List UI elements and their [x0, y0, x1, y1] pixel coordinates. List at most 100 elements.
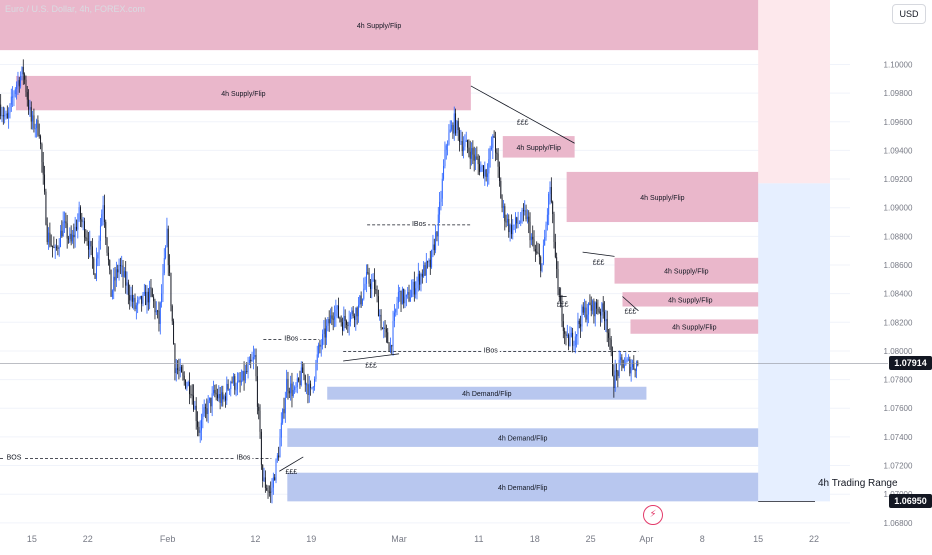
candle-body	[155, 310, 157, 313]
candle-body	[625, 360, 627, 366]
candle-body	[173, 321, 175, 345]
candle-body	[633, 362, 635, 369]
candle-body	[93, 258, 95, 275]
currency-button[interactable]: USD	[892, 4, 926, 24]
candle-body	[288, 390, 290, 394]
candle-body	[228, 389, 230, 391]
candle-body	[226, 383, 228, 401]
x-tick-label: 19	[306, 534, 316, 544]
candle-body	[505, 221, 507, 223]
lightning-icon[interactable]: ⚡	[643, 505, 663, 525]
candle-body	[105, 222, 107, 239]
candle-body	[369, 283, 371, 289]
candle-body	[383, 327, 385, 329]
candle-body	[224, 396, 226, 401]
candle-body	[315, 362, 317, 379]
candle-body	[411, 290, 413, 298]
candle-body	[546, 214, 548, 225]
candle-body	[186, 385, 188, 389]
candle-body	[121, 265, 123, 267]
candle-body	[202, 413, 204, 420]
candle-body	[154, 301, 156, 313]
candle-body	[22, 66, 24, 75]
candle-body	[399, 290, 401, 293]
candle-body	[218, 394, 220, 399]
liquidity-label: £££	[517, 120, 529, 127]
candle-body	[416, 281, 418, 289]
candle-body	[552, 201, 554, 215]
candle-body	[323, 328, 325, 335]
demand-zone-label: 4h Demand/Flip	[498, 436, 548, 443]
candle-body	[594, 302, 596, 317]
candle-body	[20, 76, 22, 87]
candle-body	[159, 302, 161, 324]
candle-body	[368, 272, 370, 284]
supply-zone	[614, 257, 759, 284]
candle-body	[137, 300, 139, 306]
candle-body	[211, 393, 213, 407]
candle-body	[236, 381, 238, 390]
candle-body	[389, 345, 391, 351]
candle-body	[292, 389, 294, 396]
candle-body	[620, 357, 621, 360]
candle-body	[26, 92, 28, 100]
candle-body	[509, 224, 511, 233]
candle-body	[473, 154, 475, 161]
candle-body	[199, 430, 201, 433]
candle-body	[596, 302, 598, 309]
candle-body	[381, 328, 383, 330]
candle-body	[632, 362, 633, 367]
candle-body	[562, 321, 564, 332]
candle-body	[310, 383, 312, 389]
candle-body	[472, 148, 474, 155]
candle-body	[302, 367, 304, 373]
candle-body	[99, 225, 101, 241]
candle-body	[167, 228, 169, 266]
candle-body	[307, 384, 309, 395]
candle-body	[421, 273, 423, 277]
candle-body	[262, 464, 264, 482]
candle-body	[530, 236, 532, 241]
supply-zone-label: 4h Supply/Flip	[640, 195, 684, 202]
candle-body	[618, 359, 620, 377]
candle-body	[8, 112, 10, 119]
candle-body	[516, 217, 518, 224]
x-tick-label: 15	[753, 534, 763, 544]
candle-body	[463, 146, 465, 152]
candle-body	[580, 324, 582, 327]
candle-body	[347, 324, 349, 326]
candle-body	[412, 281, 414, 291]
candle-body	[259, 410, 261, 432]
candle-body	[10, 96, 12, 105]
candle-body	[52, 245, 54, 248]
candle-body	[30, 107, 32, 122]
range-upper-box	[758, 0, 830, 184]
candle-body	[123, 271, 125, 277]
candle-body	[17, 80, 19, 85]
candle-body	[477, 158, 479, 165]
candle-body	[139, 295, 141, 298]
candle-body	[358, 304, 359, 317]
candle-body	[248, 359, 250, 365]
candle-body	[481, 165, 483, 167]
candle-body	[537, 252, 539, 254]
candle-body	[206, 408, 208, 415]
candle-body	[133, 297, 135, 302]
y-tick-label: 1.09800	[884, 89, 913, 98]
x-tick-label: 15	[27, 534, 37, 544]
candle-body	[181, 366, 183, 373]
candle-body	[586, 314, 588, 320]
candle-body	[577, 320, 579, 335]
candle-body	[512, 225, 514, 235]
candle-body	[334, 316, 335, 320]
candle-body	[584, 307, 586, 313]
candle-body	[427, 261, 429, 263]
candle-body	[532, 236, 534, 240]
candle-body	[183, 375, 185, 381]
candle-body	[251, 359, 253, 362]
candle-body	[194, 405, 196, 410]
candle-body	[573, 345, 575, 347]
candle-body	[125, 271, 127, 286]
